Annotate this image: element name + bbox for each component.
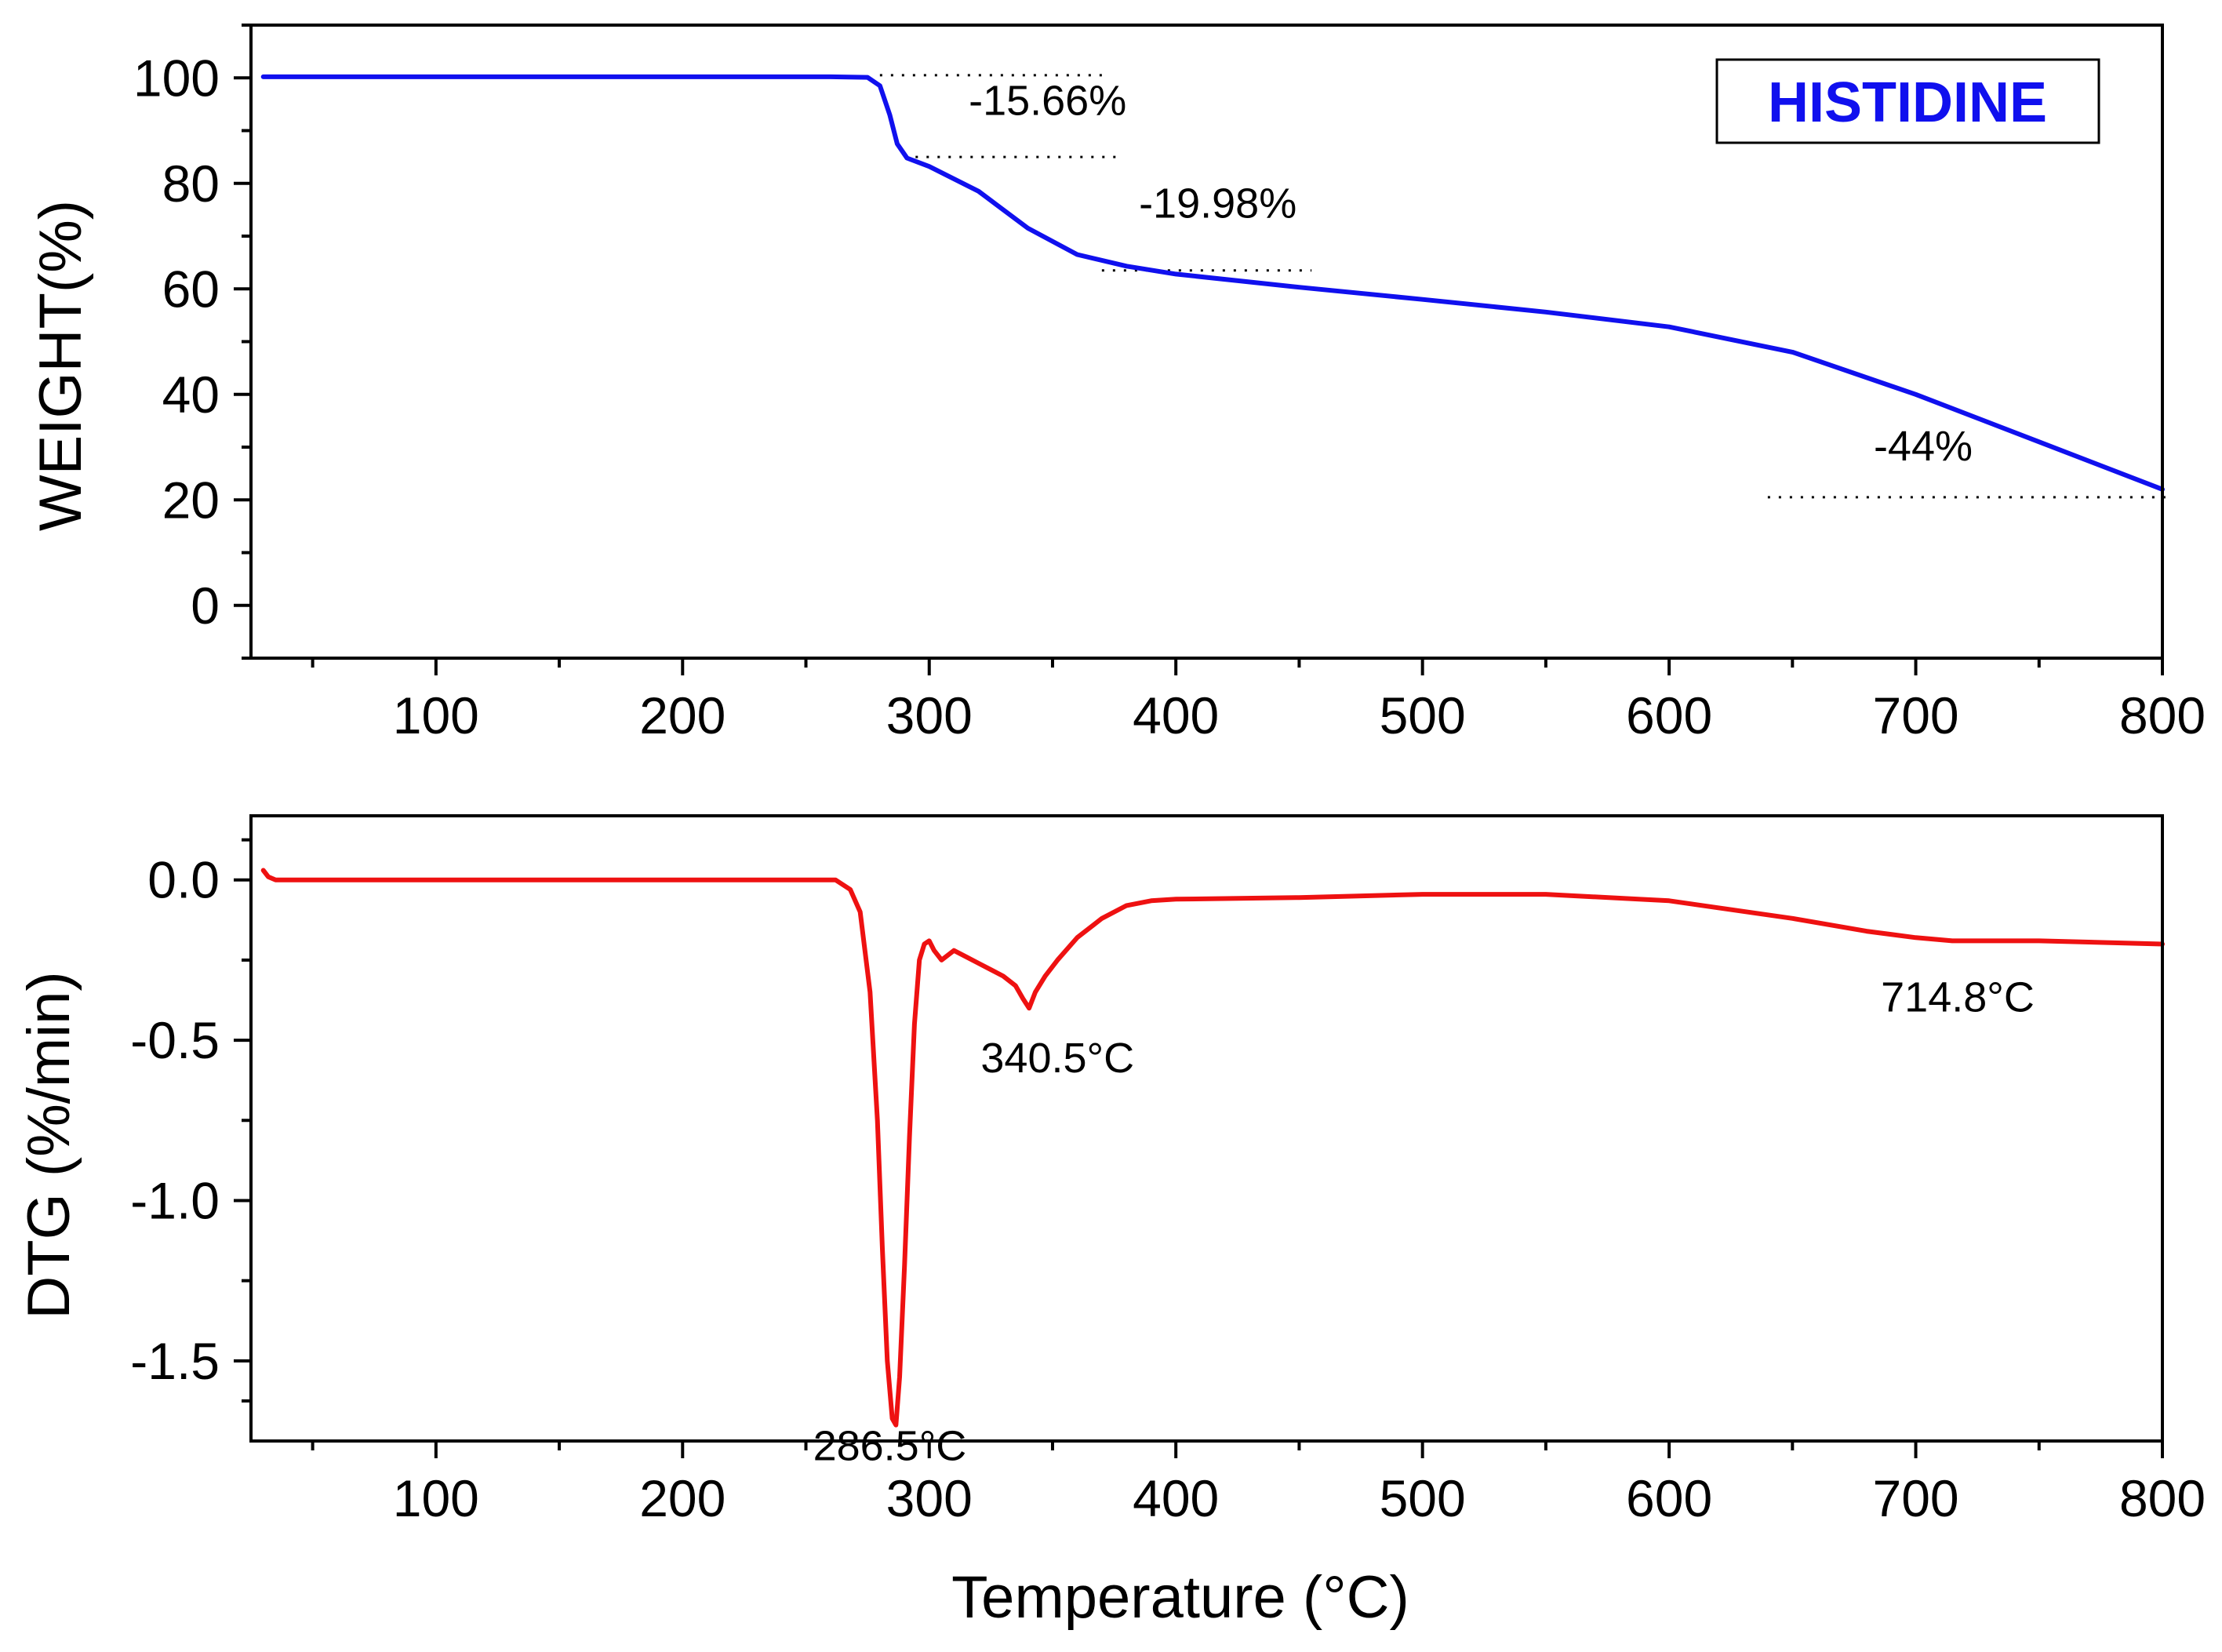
tga-x-tick-label: 200 bbox=[639, 686, 726, 744]
dtg-x-tick-label: 800 bbox=[2119, 1469, 2206, 1527]
dtg-x-tick-label: 300 bbox=[886, 1469, 973, 1527]
tga-annotation: -19.98% bbox=[1139, 180, 1296, 227]
dtg-x-tick-label: 100 bbox=[393, 1469, 479, 1527]
dtg-y-tick-labels: 0.0 -0.5 -1.0 -1.5 bbox=[130, 851, 220, 1390]
dtg-y-tick-label: 0.0 bbox=[147, 851, 220, 909]
tga-annotations: -15.66% -19.98% -44% bbox=[969, 77, 1973, 469]
dtg-x-tick-label: 600 bbox=[1626, 1469, 1712, 1527]
dtg-series-line bbox=[260, 868, 2165, 1428]
dtg-y-tick-label: -1.0 bbox=[130, 1171, 220, 1229]
dtg-annotation: 340.5°C bbox=[980, 1035, 1134, 1082]
tga-x-tick-label: 700 bbox=[1872, 686, 1958, 744]
tga-x-tick-label: 100 bbox=[393, 686, 479, 744]
tga-annotation: -44% bbox=[1874, 423, 1973, 470]
tga-y-tick-label: 60 bbox=[162, 260, 220, 318]
tga-guide-lines bbox=[879, 74, 2170, 499]
dtg-annotation: 714.8°C bbox=[1881, 973, 2035, 1021]
dtg-x-tick-label: 500 bbox=[1380, 1469, 1466, 1527]
tga-x-tick-labels: 100 200 300 400 500 600 700 800 bbox=[393, 686, 2206, 744]
tga-plot-frame bbox=[249, 24, 2164, 660]
dtg-y-tick-label: -0.5 bbox=[130, 1011, 220, 1069]
tga-y-tick-label: 100 bbox=[133, 49, 220, 107]
dtg-annotation: 286.5°C bbox=[813, 1423, 967, 1470]
tga-panel: 100 200 300 400 500 600 700 800 0 20 40 60 80 100 -1… bbox=[27, 24, 2206, 744]
tga-y-tick-label: 0 bbox=[191, 577, 220, 635]
tga-y-tick-labels: 0 20 40 60 80 100 bbox=[133, 49, 220, 635]
dtg-y-tick-label: -1.5 bbox=[130, 1332, 220, 1390]
dtg-plot-frame bbox=[249, 814, 2164, 1443]
x-axis-title: Temperature (°C) bbox=[951, 1564, 1409, 1631]
dtg-x-tick-label: 200 bbox=[639, 1469, 726, 1527]
dtg-panel: 100 200 300 400 500 600 700 800 0.0 -0.5 -1.0 -1.5… bbox=[16, 814, 2206, 1631]
tga-x-tick-label: 300 bbox=[886, 686, 973, 744]
tga-series-line bbox=[260, 74, 2165, 492]
tga-x-tick-label: 600 bbox=[1626, 686, 1712, 744]
dtg-annotations: 286.5°C 340.5°C 714.8°C bbox=[813, 973, 2035, 1469]
legend-box bbox=[1715, 58, 2100, 144]
dtg-x-tick-labels: 100 200 300 400 500 600 700 800 bbox=[393, 1469, 2206, 1527]
tga-annotation: -15.66% bbox=[969, 77, 1126, 124]
tga-x-tick-label: 800 bbox=[2119, 686, 2206, 744]
tga-x-tick-label: 400 bbox=[1133, 686, 1219, 744]
tga-y-axis-title: WEIGHT(%) bbox=[27, 200, 94, 531]
tga-x-tick-label: 500 bbox=[1380, 686, 1466, 744]
dtg-x-tick-label: 700 bbox=[1872, 1469, 1958, 1527]
dtg-ticks bbox=[234, 838, 2164, 1458]
tga-y-tick-label: 80 bbox=[162, 155, 220, 213]
tga-y-tick-label: 40 bbox=[162, 366, 220, 424]
dtg-x-tick-label: 400 bbox=[1133, 1469, 1219, 1527]
dtg-y-axis-title: DTG (%/min) bbox=[16, 971, 82, 1319]
legend-label: HISTIDINE bbox=[1768, 71, 2047, 134]
tga-y-tick-label: 20 bbox=[162, 471, 220, 529]
legend: HISTIDINE bbox=[1715, 58, 2100, 144]
